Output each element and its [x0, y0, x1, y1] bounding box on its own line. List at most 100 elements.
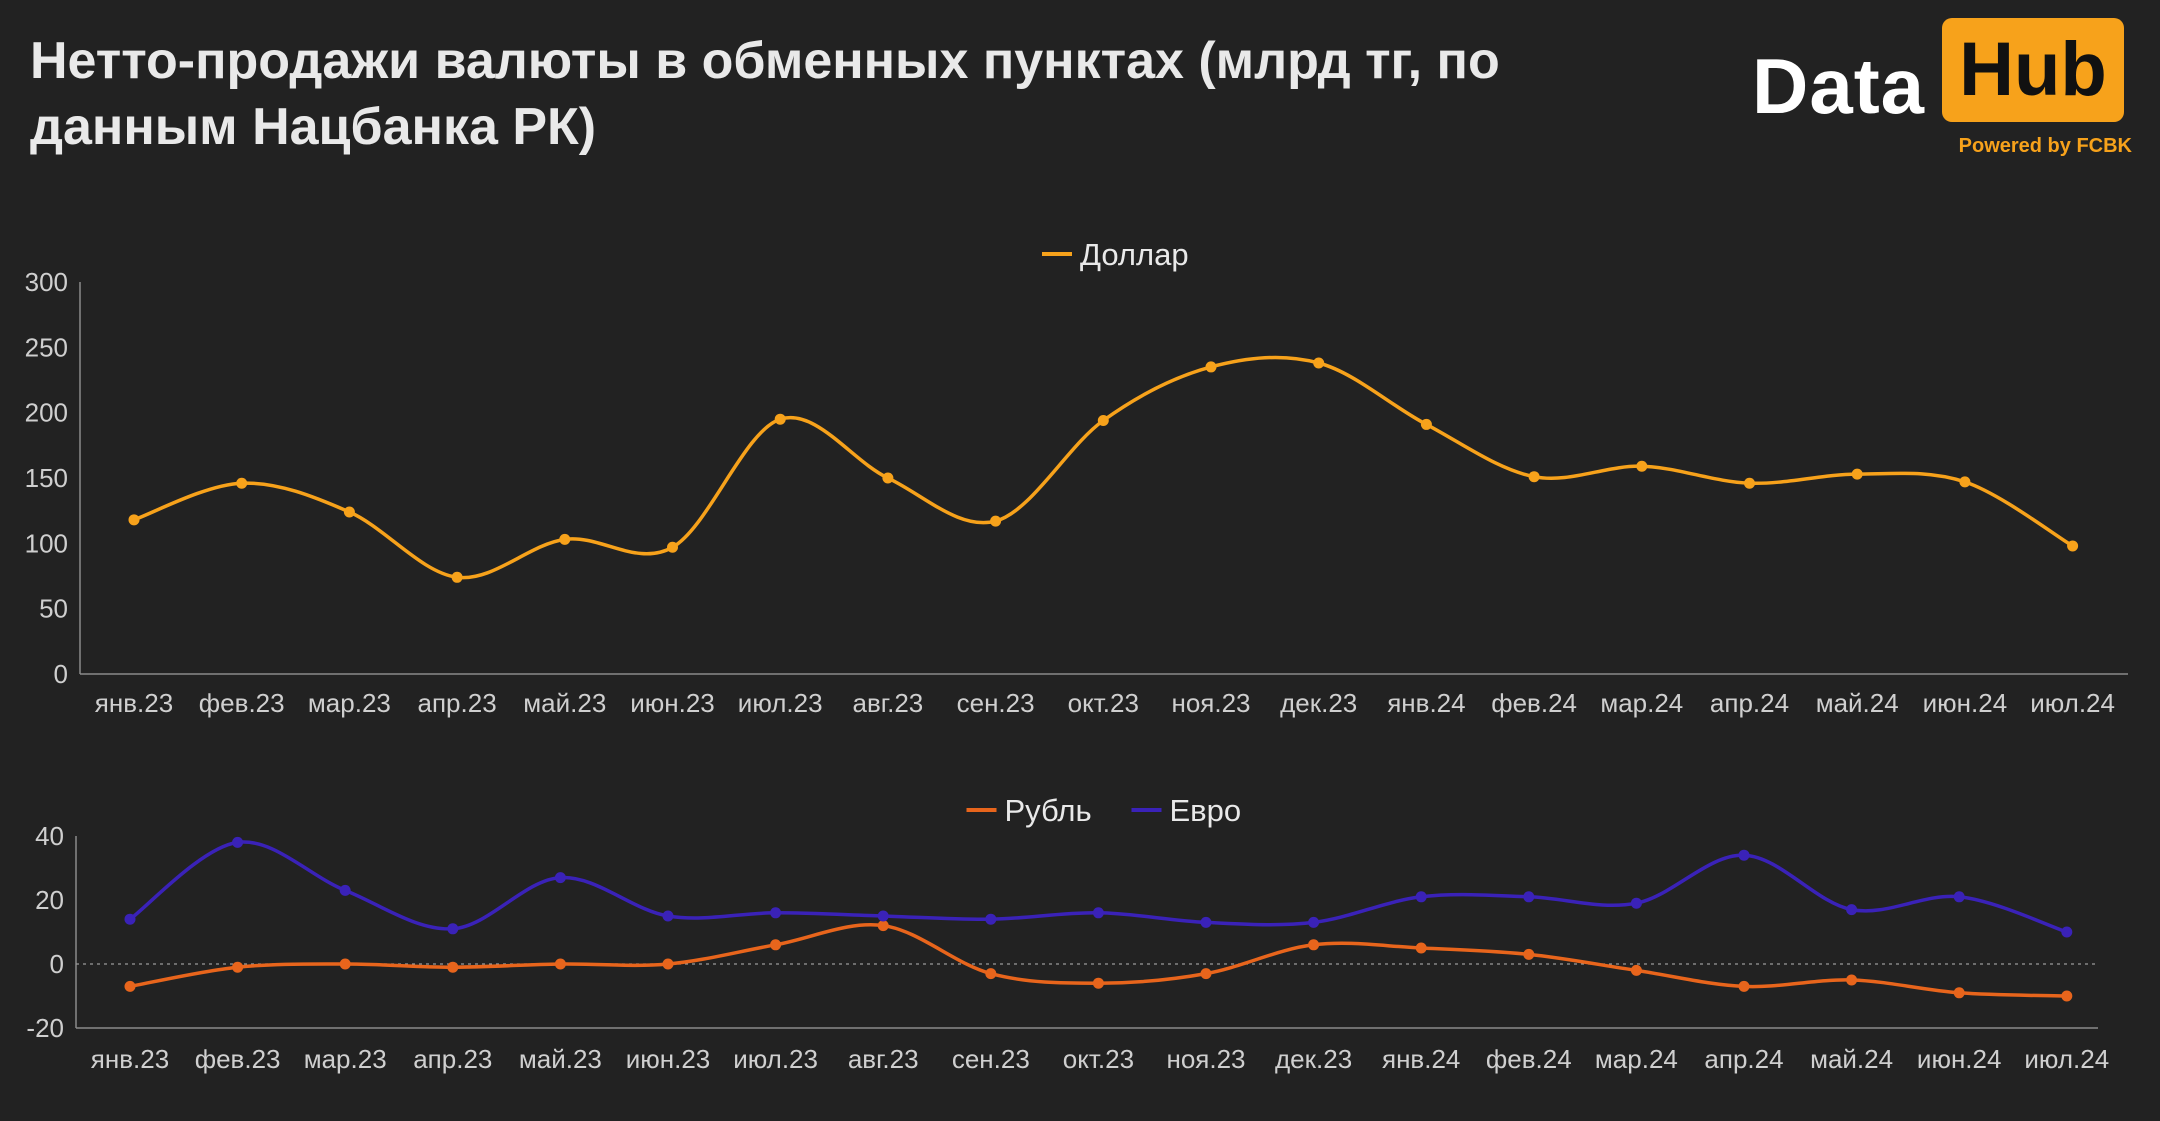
x-tick-label: мар.24 [1595, 1044, 1678, 1074]
x-tick-label: июл.23 [738, 688, 823, 718]
page-title: Нетто-продажи валюты в обменных пунктах … [30, 32, 1500, 156]
y-tick-label: 100 [25, 528, 68, 558]
series-line [132, 355, 2075, 580]
y-tick-label: -20 [26, 1013, 64, 1043]
data-point [447, 923, 459, 935]
x-tick-label: май.23 [523, 688, 606, 718]
data-point [1308, 916, 1320, 928]
data-point [451, 571, 463, 583]
data-point [990, 515, 1002, 527]
y-tick-label: 0 [54, 659, 68, 689]
x-tick-label: фев.23 [199, 688, 285, 718]
y-tick-label: 20 [35, 885, 64, 915]
logo-powered-by: Powered by FCBK [1958, 135, 2132, 157]
data-point [343, 506, 355, 518]
legend-item: Евро [1131, 793, 1242, 828]
logo-hub-badge: Hub [1942, 18, 2124, 122]
x-tick-label: июл.24 [2024, 1044, 2109, 1074]
x-tick-label: ноя.23 [1171, 688, 1250, 718]
data-point [1744, 477, 1755, 489]
data-point [1097, 415, 1109, 427]
x-tick-label: окт.23 [1068, 688, 1139, 718]
data-point [1308, 939, 1320, 951]
data-point [662, 910, 674, 922]
data-point [1523, 891, 1535, 903]
x-tick-label: апр.23 [418, 688, 497, 718]
x-tick-label: дек.23 [1275, 1044, 1352, 1074]
data-point [1953, 891, 1965, 903]
data-point [1851, 468, 1863, 480]
data-point [1205, 361, 1217, 373]
data-point [985, 968, 997, 980]
data-point [1630, 964, 1642, 976]
data-point [554, 872, 566, 884]
data-point [1846, 904, 1858, 916]
series-line [128, 840, 2069, 934]
x-tick-label: июн.24 [1923, 688, 2008, 718]
legend-label: Рубль [1005, 793, 1092, 828]
data-point [877, 910, 889, 922]
data-point [1415, 942, 1427, 954]
x-tick-label: мар.23 [308, 688, 391, 718]
data-point [232, 961, 244, 973]
ruble-euro-chart: -20 0 20 40 янв.23 фев.23 мар.23 апр.23 май.23 ию… [26, 793, 2109, 1074]
data-point [770, 907, 782, 919]
data-point [1200, 916, 1212, 928]
data-point [985, 913, 997, 925]
x-tick-label: май.24 [1816, 688, 1899, 718]
x-tick-label: мар.24 [1600, 688, 1683, 718]
y-tick-label: 50 [39, 594, 68, 624]
data-point [1313, 357, 1325, 369]
data-point [1092, 977, 1104, 989]
x-tick-label: авг.23 [853, 688, 924, 718]
series-1 [124, 920, 2073, 1002]
data-point [662, 958, 674, 970]
y-tick-label: 0 [50, 949, 64, 979]
legend-item: Доллар [1042, 237, 1189, 272]
data-point [554, 958, 566, 970]
data-point [1420, 418, 1432, 430]
data-point [1200, 968, 1212, 980]
x-tick-label: июл.24 [2030, 688, 2115, 718]
x-tick-label: янв.23 [91, 1044, 169, 1074]
x-tick-label: апр.23 [413, 1044, 492, 1074]
x-tick-label: сен.23 [957, 688, 1035, 718]
data-point [236, 477, 248, 489]
y-tick-label: 40 [35, 821, 64, 851]
x-tick-label: авг.23 [848, 1044, 919, 1074]
x-tick-label: май.24 [1810, 1044, 1893, 1074]
data-point [124, 980, 136, 992]
data-point [770, 939, 782, 951]
data-point [124, 913, 136, 925]
datahub-logo: Data Hub Powered by FCBK [1752, 16, 2132, 166]
x-tick-label: июн.23 [630, 688, 715, 718]
data-point [882, 472, 894, 484]
y-tick-label: 250 [25, 332, 68, 362]
series-2 [124, 836, 2073, 938]
data-point [1415, 891, 1427, 903]
data-point [2067, 540, 2079, 552]
legend-label: Доллар [1080, 237, 1189, 272]
legend-label: Евро [1170, 793, 1242, 828]
legend-item: Рубль [966, 793, 1092, 828]
data-point [1953, 987, 1965, 999]
data-point [877, 920, 889, 932]
x-tick-label: дек.23 [1280, 688, 1357, 718]
data-point [1959, 476, 1971, 488]
x-tick-label: окт.23 [1063, 1044, 1134, 1074]
data-point [1738, 980, 1750, 992]
y-tick-label: 150 [25, 463, 68, 493]
logo-data-text: Data [1752, 42, 1926, 130]
data-point [2061, 926, 2073, 938]
x-tick-label: май.23 [519, 1044, 602, 1074]
x-tick-label: фев.24 [1486, 1044, 1572, 1074]
x-tick-label: мар.23 [304, 1044, 387, 1074]
x-tick-label: июн.24 [1917, 1044, 2002, 1074]
x-tick-label: янв.24 [1387, 688, 1465, 718]
data-point [339, 958, 351, 970]
data-point [1738, 849, 1750, 861]
x-tick-label: сен.23 [952, 1044, 1030, 1074]
data-point [1092, 907, 1104, 919]
data-point [1528, 471, 1540, 483]
